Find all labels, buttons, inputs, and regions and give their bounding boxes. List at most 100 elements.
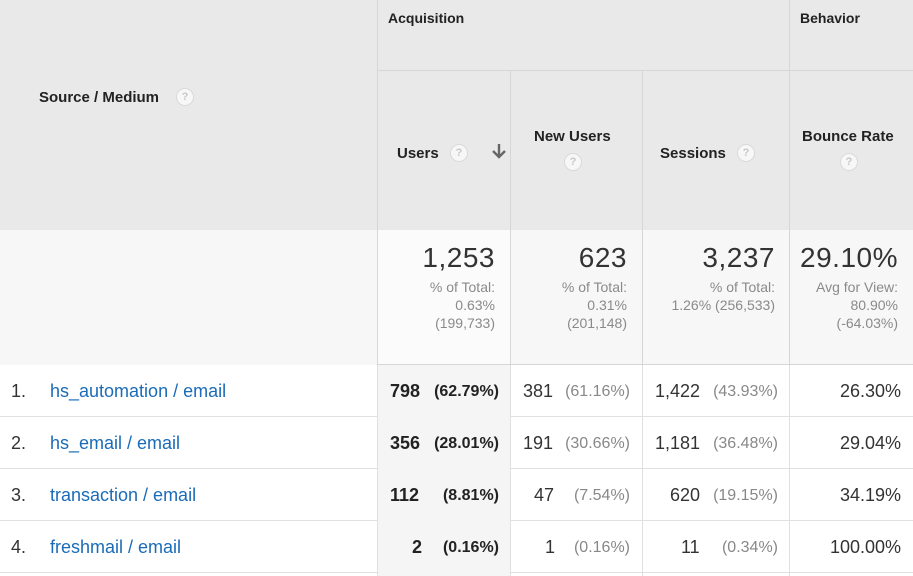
help-icon[interactable]: ? bbox=[450, 144, 468, 162]
sessions-cell: 620 (19.15%) bbox=[642, 469, 790, 521]
row-index: 2. bbox=[11, 433, 27, 453]
source-medium-header[interactable]: Source / Medium bbox=[39, 89, 160, 106]
new-users-percent: (30.66%) bbox=[565, 435, 630, 452]
sessions-header-label[interactable]: Sessions bbox=[660, 145, 726, 162]
new-users-percent: (7.54%) bbox=[573, 487, 630, 504]
summary-new-users-cell: 623 % of Total: 0.31% (201,148) bbox=[510, 230, 642, 364]
summary-users-line3: (199,733) bbox=[435, 315, 495, 331]
help-icon[interactable]: ? bbox=[840, 153, 858, 171]
summary-sessions-cell: 3,237 % of Total: 1.26% (256,533) bbox=[642, 230, 790, 364]
new-users-value: 381 bbox=[523, 381, 554, 401]
table-row: 1. hs_automation / email 798 (62.79%) 38… bbox=[0, 365, 913, 417]
acquisition-label: Acquisition bbox=[388, 10, 465, 26]
users-value: 2 bbox=[412, 537, 423, 557]
summary-bounce-rate-line2: 80.90% bbox=[850, 297, 898, 313]
summary-sessions-line2: 1.26% (256,533) bbox=[671, 297, 775, 313]
summary-bounce-rate-value: 29.10% bbox=[800, 242, 898, 273]
header-source-medium-cell[interactable]: Source / Medium ? bbox=[0, 0, 378, 230]
summary-sessions-line1: % of Total: bbox=[709, 279, 775, 295]
behavior-label: Behavior bbox=[800, 10, 860, 26]
bounce-rate-value: 100.00% bbox=[829, 537, 901, 557]
sort-descending-icon[interactable] bbox=[491, 142, 507, 160]
source-medium-link[interactable]: hs_email / email bbox=[50, 433, 181, 453]
summary-bounce-rate-line3: (-64.03%) bbox=[836, 315, 898, 331]
bounce-rate-cell: 26.30% bbox=[789, 365, 913, 417]
users-value: 798 bbox=[390, 381, 421, 401]
users-percent: (0.16%) bbox=[442, 539, 499, 556]
users-column-header[interactable]: Users ? bbox=[377, 71, 511, 230]
users-cell: 798 (62.79%) bbox=[377, 365, 511, 417]
source-medium-link[interactable]: transaction / email bbox=[50, 485, 197, 505]
bounce-rate-value: 34.19% bbox=[839, 485, 901, 505]
new-users-value: 1 bbox=[545, 537, 556, 557]
users-percent: (28.01%) bbox=[434, 435, 499, 452]
summary-label-cell bbox=[0, 230, 377, 365]
source-medium-link[interactable]: freshmail / email bbox=[50, 537, 182, 557]
bounce-rate-cell: 100.00% bbox=[789, 521, 913, 573]
sessions-cell: 1,181 (36.48%) bbox=[642, 417, 790, 469]
new-users-header-label[interactable]: New Users bbox=[534, 128, 611, 145]
sessions-percent: (19.15%) bbox=[713, 487, 778, 504]
source-medium-link[interactable]: hs_automation / email bbox=[50, 381, 227, 401]
summary-users-value: 1,253 bbox=[422, 242, 495, 273]
summary-users-line1: % of Total: bbox=[429, 279, 495, 295]
users-header-label[interactable]: Users bbox=[397, 145, 439, 162]
bounce-rate-value: 29.04% bbox=[839, 433, 901, 453]
users-percent: (62.79%) bbox=[434, 383, 499, 400]
sessions-cell: 1,422 (43.93%) bbox=[642, 365, 790, 417]
users-cell: 2 (0.16%) bbox=[377, 521, 511, 573]
row-index: 1. bbox=[11, 381, 27, 401]
new-users-cell: 191 (30.66%) bbox=[510, 417, 642, 469]
sessions-column-header[interactable]: Sessions ? bbox=[642, 71, 790, 230]
summary-bounce-rate-cell: 29.10% Avg for View: 80.90% (-64.03%) bbox=[789, 230, 913, 364]
sessions-value: 1,181 bbox=[655, 433, 701, 453]
new-users-cell: 1 (0.16%) bbox=[510, 521, 642, 573]
users-value: 112 bbox=[390, 485, 420, 505]
bounce-rate-cell: 29.04% bbox=[789, 417, 913, 469]
sessions-percent: (0.34%) bbox=[721, 539, 778, 556]
next-row-stub bbox=[377, 573, 511, 576]
summary-row: 1,253 % of Total: 0.63% (199,733) 623 % … bbox=[0, 230, 913, 365]
summary-new-users-line3: (201,148) bbox=[567, 315, 627, 331]
users-value: 356 bbox=[390, 433, 421, 453]
summary-users-line2: 0.63% bbox=[455, 297, 495, 313]
summary-bounce-rate-line1: Avg for View: bbox=[816, 279, 898, 295]
users-cell: 356 (28.01%) bbox=[377, 417, 511, 469]
new-users-cell: 381 (61.16%) bbox=[510, 365, 642, 417]
bounce-rate-column-header[interactable]: Bounce Rate ? bbox=[789, 71, 913, 230]
new-users-value: 191 bbox=[523, 433, 554, 453]
table-row: 2. hs_email / email 356 (28.01%) 191 (30… bbox=[0, 417, 913, 469]
bounce-rate-header-label[interactable]: Bounce Rate bbox=[802, 128, 894, 145]
sessions-value: 1,422 bbox=[655, 381, 701, 401]
sessions-cell: 11 (0.34%) bbox=[642, 521, 790, 573]
new-users-column-header[interactable]: New Users ? bbox=[510, 71, 642, 230]
summary-new-users-line1: % of Total: bbox=[561, 279, 627, 295]
behavior-group-header: Behavior bbox=[789, 0, 913, 71]
table-row: 4. freshmail / email 2 (0.16%) 1 (0.16%)… bbox=[0, 521, 913, 573]
help-icon[interactable]: ? bbox=[564, 153, 582, 171]
row-index: 3. bbox=[11, 485, 27, 505]
next-row-divider bbox=[789, 573, 790, 576]
table-row: 3. transaction / email 112 (8.81%) 47 (7… bbox=[0, 469, 913, 521]
new-users-value: 47 bbox=[534, 485, 555, 505]
new-users-percent: (0.16%) bbox=[573, 539, 630, 556]
bounce-rate-value: 26.30% bbox=[839, 381, 901, 401]
row-index: 4. bbox=[11, 537, 27, 557]
sessions-value: 620 bbox=[670, 485, 701, 505]
next-row-divider bbox=[642, 573, 643, 576]
new-users-cell: 47 (7.54%) bbox=[510, 469, 642, 521]
help-icon[interactable]: ? bbox=[737, 144, 755, 162]
acquisition-group-header: Acquisition bbox=[377, 0, 790, 71]
summary-users-cell: 1,253 % of Total: 0.63% (199,733) bbox=[377, 230, 511, 364]
sessions-percent: (36.48%) bbox=[713, 435, 778, 452]
users-cell: 112 (8.81%) bbox=[377, 469, 511, 521]
summary-new-users-value: 623 bbox=[578, 242, 627, 273]
summary-sessions-value: 3,237 bbox=[702, 242, 775, 273]
help-icon[interactable]: ? bbox=[176, 88, 194, 106]
sessions-value: 11 bbox=[681, 537, 700, 557]
summary-new-users-line2: 0.31% bbox=[587, 297, 627, 313]
next-row-divider bbox=[510, 573, 511, 576]
bounce-rate-cell: 34.19% bbox=[789, 469, 913, 521]
new-users-percent: (61.16%) bbox=[565, 383, 630, 400]
